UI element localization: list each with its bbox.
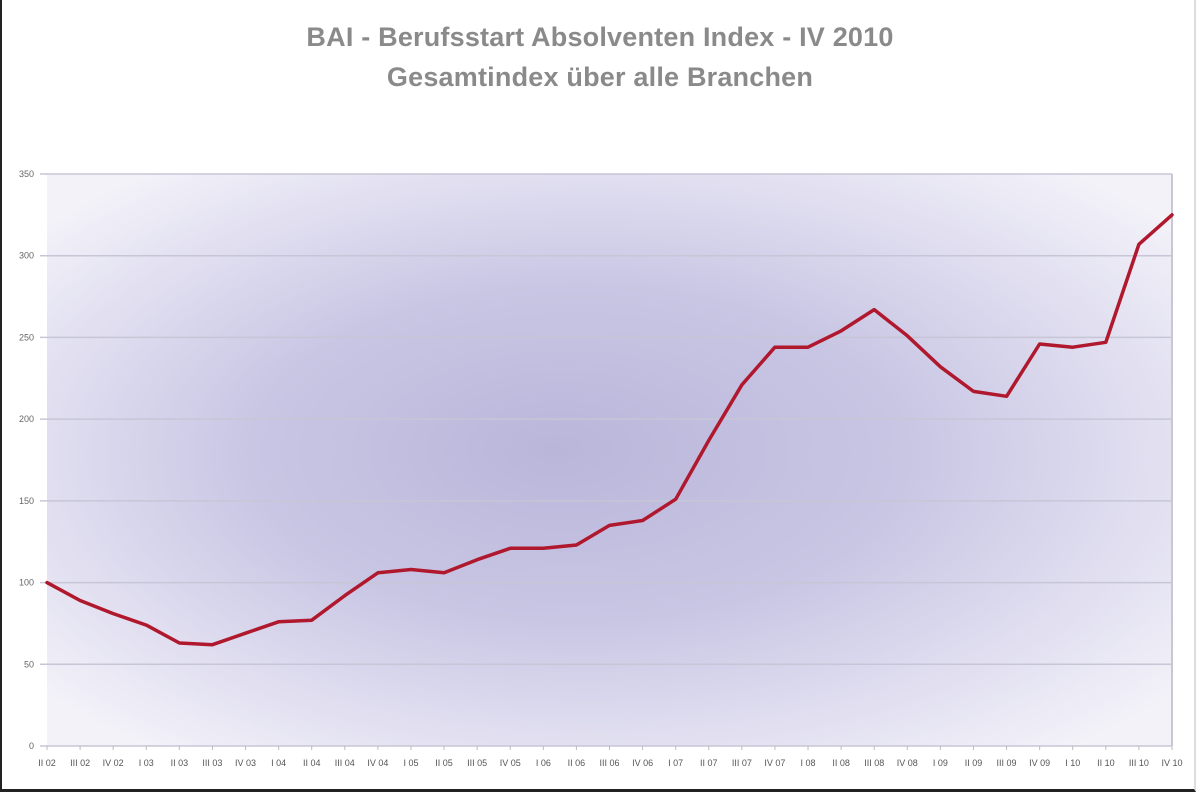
x-tick-label: II 04: [303, 758, 321, 768]
x-tick-label: III 09: [997, 758, 1017, 768]
x-tick-label: II 06: [568, 758, 586, 768]
x-tick-label: II 09: [965, 758, 983, 768]
y-axis-ticks: 0 50 100 150 200 250 300 350: [19, 169, 34, 751]
x-tick-label: II 05: [435, 758, 453, 768]
y-tick-label: 100: [19, 578, 34, 588]
x-tick-label: III 05: [467, 758, 487, 768]
x-tick-label: II 02: [38, 758, 56, 768]
x-tick-label: IV 03: [235, 758, 256, 768]
y-tick-label: 0: [29, 741, 34, 751]
x-tick-label: I 05: [403, 758, 418, 768]
x-tick-label: III 06: [599, 758, 619, 768]
series-line-gesamtindex: [45, 213, 1174, 647]
x-tick-label: IV 07: [764, 758, 785, 768]
x-tick-label: II 03: [171, 758, 189, 768]
x-tick-label: IV 04: [367, 758, 388, 768]
x-tick-label: IV 10: [1161, 758, 1182, 768]
x-tick-label: III 10: [1129, 758, 1149, 768]
y-tick-label: 350: [19, 169, 34, 179]
x-tick-label: III 08: [864, 758, 884, 768]
x-tick-label: IV 09: [1029, 758, 1050, 768]
y-tick-label: 150: [19, 496, 34, 506]
y-tick-label: 50: [24, 659, 34, 669]
x-tick-label: III 03: [202, 758, 222, 768]
x-tick-label: II 08: [832, 758, 850, 768]
x-tick-label: I 10: [1065, 758, 1080, 768]
x-tick-label: IV 05: [500, 758, 521, 768]
x-tick-label: IV 08: [897, 758, 918, 768]
x-tick-label: II 07: [700, 758, 718, 768]
x-tick-label: I 04: [271, 758, 286, 768]
y-tick-label: 200: [19, 414, 34, 424]
x-tick-label: I 08: [801, 758, 816, 768]
gridlines: [40, 173, 1172, 747]
chart-title: BAI - Berufsstart Absolventen Index - IV…: [306, 22, 894, 52]
x-axis-ticks: II 02 III 02 IV 02 I 03 II 03 III 03 IV 03 I 04…: [38, 746, 1183, 768]
x-tick-label: III 02: [70, 758, 90, 768]
x-tick-label: I 07: [668, 758, 683, 768]
x-tick-label: IV 06: [632, 758, 653, 768]
plot-area: [47, 174, 1172, 746]
y-tick-label: 250: [19, 332, 34, 342]
x-tick-label: I 09: [933, 758, 948, 768]
x-tick-label: I 03: [139, 758, 154, 768]
chart-subtitle: Gesamtindex über alle Branchen: [386, 62, 814, 92]
x-tick-label: III 07: [732, 758, 752, 768]
x-tick-label: IV 02: [103, 758, 124, 768]
y-tick-label: 300: [19, 251, 34, 261]
x-tick-label: I 06: [536, 758, 551, 768]
x-tick-label: III 04: [335, 758, 355, 768]
x-tick-label: II 10: [1097, 758, 1115, 768]
